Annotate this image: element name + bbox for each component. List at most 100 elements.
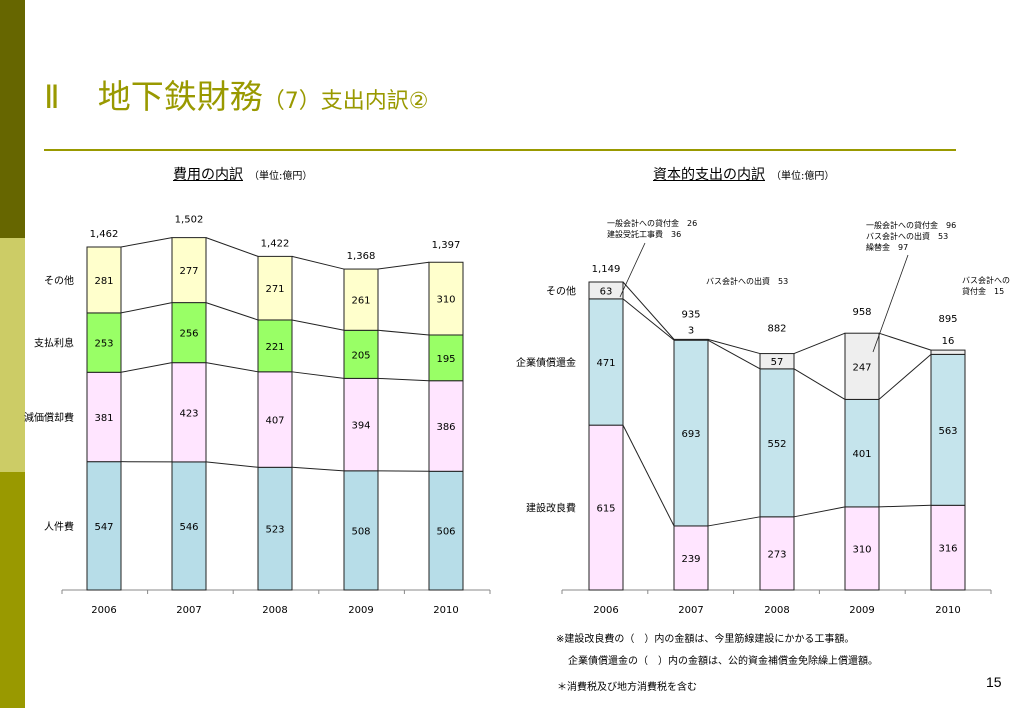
data-label: 16	[942, 336, 955, 347]
bar-segment	[86, 246, 122, 314]
bar-segment	[930, 504, 966, 591]
data-label: 256	[179, 329, 198, 340]
total-label: 1,397	[432, 240, 461, 251]
sidebar-band-mid	[0, 472, 25, 708]
title-section-number: Ⅱ	[44, 79, 60, 115]
bar-segment	[759, 368, 795, 518]
series-connector-line	[120, 237, 173, 248]
bar-segment	[673, 339, 709, 527]
series-connector-line	[878, 332, 932, 351]
data-label: 471	[596, 358, 615, 369]
data-label: 523	[265, 525, 284, 536]
total-label: 1,462	[90, 229, 119, 240]
total-label: 935	[681, 309, 700, 320]
series-label: 建設改良費	[526, 502, 576, 515]
data-label: 316	[938, 544, 957, 555]
series-connector-line	[793, 506, 846, 518]
annotation-text: 一般会計への貸付金 96	[866, 220, 956, 230]
footnote-1: ※建設改良費の（ ）内の金額は、今里筋線建設にかかる工事額。	[556, 634, 855, 645]
data-label: 508	[351, 526, 370, 537]
footnote-3: ＊消費税及び地方消費税を含む	[557, 682, 697, 693]
x-tick-label: 2006	[91, 605, 116, 616]
series-connector-line	[291, 319, 345, 331]
x-tick-label: 2010	[935, 605, 960, 616]
total-label: 1,368	[347, 251, 376, 262]
bar-segment	[428, 261, 464, 336]
bar-segment	[759, 516, 795, 591]
annotation-text: 繰替金 97	[866, 242, 908, 252]
series-connector-line	[377, 261, 430, 270]
bar-segment	[257, 466, 293, 591]
page-number: 15	[986, 674, 1002, 690]
annotation-leader-line	[872, 254, 909, 353]
data-label: 546	[179, 522, 198, 533]
data-label: 221	[265, 342, 284, 353]
x-tick-label: 2007	[678, 605, 703, 616]
annotation-text: 貸付金 15	[962, 286, 1004, 296]
data-label: 547	[94, 522, 113, 533]
data-label: 381	[94, 413, 113, 424]
bar-segment	[86, 371, 122, 463]
series-connector-line	[291, 466, 345, 472]
series-connector-line	[707, 516, 761, 527]
data-label: 552	[767, 439, 786, 450]
left-chart-title-text: 費用の内訳	[173, 167, 243, 183]
data-label: 271	[265, 284, 284, 295]
bar-segment	[343, 377, 379, 472]
sidebar-band-light	[0, 238, 25, 472]
total-label: 958	[852, 307, 871, 318]
series-connector-line	[622, 298, 675, 341]
bar-segment	[673, 525, 709, 591]
series-connector-line	[120, 362, 173, 373]
title-underline	[44, 149, 956, 151]
series-connector-line	[205, 302, 259, 321]
right-chart-unit: （単位:億円）	[771, 171, 835, 182]
data-label: 563	[938, 426, 957, 437]
series-connector-line	[793, 368, 846, 400]
series-label: その他	[546, 284, 576, 297]
title-sub: （7）支出内訳②	[262, 89, 429, 114]
annotation-text: バス会計への	[962, 275, 1010, 285]
annotation-text: バス会計への出資 53	[866, 231, 948, 241]
bar-segment	[171, 302, 207, 364]
bar-segment	[428, 380, 464, 472]
data-label: 261	[351, 296, 370, 307]
bar-segment	[86, 312, 122, 373]
series-connector-line	[707, 338, 761, 355]
annotation-leader-line	[619, 242, 646, 298]
bar-segment	[257, 371, 293, 468]
bar-segment	[759, 353, 795, 370]
bar-segment	[428, 334, 464, 382]
bar-segment	[171, 237, 207, 304]
series-connector-line	[707, 339, 761, 370]
bar-segment	[428, 470, 464, 591]
bar-segment	[257, 319, 293, 373]
series-connector-line	[205, 362, 259, 373]
data-label: 3	[688, 325, 694, 336]
data-label: 615	[596, 504, 615, 515]
bar-segment	[930, 349, 966, 355]
right-chart-title-text: 資本的支出の内訳	[653, 167, 765, 183]
data-label: 239	[681, 554, 700, 565]
bar-segment	[673, 338, 709, 341]
bar-segment	[588, 424, 624, 591]
series-label: 支払利息	[34, 337, 74, 350]
series-connector-line	[291, 255, 345, 270]
bar-segment	[257, 255, 293, 321]
data-label: 693	[681, 429, 700, 440]
bar-segment	[86, 461, 122, 591]
title-main: 地下鉄財務	[97, 77, 263, 116]
bar-segment	[844, 332, 880, 400]
data-label: 401	[852, 449, 871, 460]
series-connector-line	[205, 461, 259, 468]
series-label: その他	[44, 274, 74, 287]
data-label: 407	[265, 416, 284, 427]
annotation-text: 一般会計への貸付金 26	[607, 218, 697, 228]
series-connector-line	[878, 353, 932, 400]
data-label: 277	[179, 266, 198, 277]
data-label: 310	[852, 544, 871, 555]
data-label: 394	[351, 421, 370, 432]
x-tick-label: 2010	[433, 605, 458, 616]
left-chart-title: 費用の内訳 （単位:億円）	[173, 164, 312, 184]
data-label: 423	[179, 408, 198, 419]
